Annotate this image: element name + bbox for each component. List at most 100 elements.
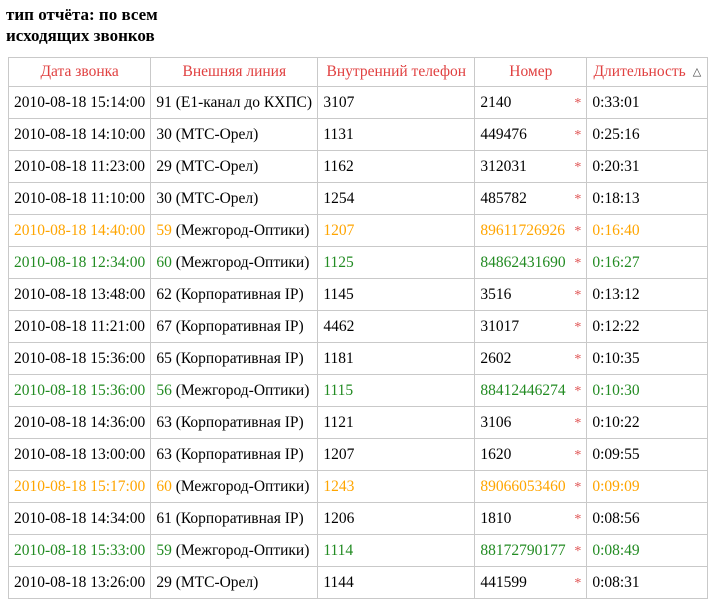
- number-value: 3516: [480, 285, 512, 303]
- number-value: 312031: [480, 157, 527, 175]
- internal-phone-cell: 1207: [317, 214, 476, 247]
- table-row: 2010-08-18 12:34:00 60 (Межгород-Оптики) 1…: [7, 246, 709, 279]
- line-name: (E1-канал до КХПС): [175, 93, 313, 111]
- internal-phone-cell: 1145: [317, 278, 476, 311]
- call-date-cell: 2010-08-18 14:34:00: [7, 502, 152, 535]
- line-name: (МТС-Орел): [175, 157, 259, 175]
- column-header-external-line[interactable]: Внешняя линия: [150, 57, 319, 87]
- table-row: 2010-08-18 14:40:00 59 (Межгород-Оптики) 1…: [7, 214, 709, 247]
- column-header-duration-label: Длительность: [593, 63, 686, 80]
- call-report-table: Дата звонка Внешняя линия Внутренний тел…: [7, 57, 709, 599]
- external-line-cell: 29 (МТС-Орел): [150, 150, 319, 183]
- duration-cell: 0:10:30: [586, 374, 709, 407]
- table-row: 2010-08-18 13:48:00 62 (Корпоративная IP)…: [7, 278, 709, 311]
- call-date-cell: 2010-08-18 13:48:00: [7, 278, 152, 311]
- duration-cell: 0:20:31: [586, 150, 709, 183]
- line-name: (МТС-Орел): [175, 189, 259, 207]
- external-line-cell: 63 (Корпоративная IP): [150, 438, 319, 471]
- number-cell: 441599 *: [474, 566, 588, 599]
- table-header: Дата звонка Внешняя линия Внутренний тел…: [7, 57, 709, 87]
- internal-phone-cell: 1144: [317, 566, 476, 599]
- star-flag-icon: *: [574, 447, 582, 463]
- star-flag-icon: *: [574, 191, 582, 207]
- number-value: 449476: [480, 125, 527, 143]
- sort-ascending-icon[interactable]: △: [692, 66, 702, 78]
- line-number: 60: [156, 253, 172, 271]
- line-name: (Корпоративная IP): [175, 509, 304, 527]
- external-line-cell: 91 (E1-канал до КХПС): [150, 86, 319, 119]
- star-flag-icon: *: [574, 223, 582, 239]
- table-row: 2010-08-18 14:34:00 61 (Корпоративная IP)…: [7, 502, 709, 535]
- number-cell: 89611726926 *: [474, 214, 588, 247]
- column-header-call-date[interactable]: Дата звонка: [7, 57, 152, 87]
- column-header-internal-phone[interactable]: Внутренний телефон: [317, 57, 476, 87]
- table-row: 2010-08-18 15:33:00 59 (Межгород-Оптики) 1…: [7, 534, 709, 567]
- number-value: 84862431690: [480, 253, 566, 271]
- line-number: 29: [156, 573, 172, 591]
- duration-cell: 0:08:56: [586, 502, 709, 535]
- duration-cell: 0:10:22: [586, 406, 709, 439]
- table-row: 2010-08-18 11:23:00 29 (МТС-Орел) 1162 3120…: [7, 150, 709, 183]
- header-row: Дата звонка Внешняя линия Внутренний тел…: [7, 57, 709, 87]
- number-value: 1810: [480, 509, 512, 527]
- external-line-cell: 67 (Корпоративная IP): [150, 310, 319, 343]
- duration-cell: 0:13:12: [586, 278, 709, 311]
- external-line-cell: 62 (Корпоративная IP): [150, 278, 319, 311]
- number-cell: 2602 *: [474, 342, 588, 375]
- star-flag-icon: *: [574, 159, 582, 175]
- call-date-cell: 2010-08-18 11:10:00: [7, 182, 152, 215]
- table-row: 2010-08-18 15:36:00 56 (Межгород-Оптики) 1…: [7, 374, 709, 407]
- table-row: 2010-08-18 14:10:00 30 (МТС-Орел) 1131 4494…: [7, 118, 709, 151]
- star-flag-icon: *: [574, 95, 582, 111]
- star-flag-icon: *: [574, 287, 582, 303]
- number-cell: 1810 *: [474, 502, 588, 535]
- line-number: 65: [156, 349, 172, 367]
- table-row: 2010-08-18 15:36:00 65 (Корпоративная IP)…: [7, 342, 709, 375]
- external-line-cell: 56 (Межгород-Оптики): [150, 374, 319, 407]
- call-date-cell: 2010-08-18 15:33:00: [7, 534, 152, 567]
- number-cell: 1620 *: [474, 438, 588, 471]
- line-number: 30: [156, 125, 172, 143]
- call-date-cell: 2010-08-18 15:36:00: [7, 342, 152, 375]
- line-name: (МТС-Орел): [175, 125, 259, 143]
- call-date-cell: 2010-08-18 11:21:00: [7, 310, 152, 343]
- duration-cell: 0:08:49: [586, 534, 709, 567]
- call-date-cell: 2010-08-18 14:40:00: [7, 214, 152, 247]
- table-body: 2010-08-18 15:14:00 91 (E1-канал до КХПС)…: [7, 86, 709, 599]
- line-number: 59: [156, 221, 172, 239]
- table-row: 2010-08-18 15:14:00 91 (E1-канал до КХПС)…: [7, 86, 709, 119]
- call-date-cell: 2010-08-18 11:23:00: [7, 150, 152, 183]
- number-cell: 88172790177 *: [474, 534, 588, 567]
- number-value: 2140: [480, 93, 512, 111]
- table-row: 2010-08-18 11:21:00 67 (Корпоративная IP)…: [7, 310, 709, 343]
- star-flag-icon: *: [574, 127, 582, 143]
- internal-phone-cell: 1207: [317, 438, 476, 471]
- internal-phone-cell: 1121: [317, 406, 476, 439]
- page-title: тип отчёта: по всем исходящих звонков: [6, 5, 158, 45]
- column-header-number[interactable]: Номер: [474, 57, 588, 87]
- call-date-cell: 2010-08-18 13:26:00: [7, 566, 152, 599]
- star-flag-icon: *: [574, 351, 582, 367]
- external-line-cell: 29 (МТС-Орел): [150, 566, 319, 599]
- number-value: 88172790177: [480, 541, 566, 559]
- line-number: 56: [156, 381, 172, 399]
- column-header-duration[interactable]: Длительность △: [586, 57, 709, 87]
- line-number: 63: [156, 445, 172, 463]
- number-cell: 3516 *: [474, 278, 588, 311]
- star-flag-icon: *: [574, 415, 582, 431]
- number-cell: 31017 *: [474, 310, 588, 343]
- call-date-cell: 2010-08-18 13:00:00: [7, 438, 152, 471]
- table-row: 2010-08-18 11:10:00 30 (МТС-Орел) 1254 4857…: [7, 182, 709, 215]
- star-flag-icon: *: [574, 575, 582, 591]
- star-flag-icon: *: [574, 319, 582, 335]
- internal-phone-cell: 1206: [317, 502, 476, 535]
- line-name: (Корпоративная IP): [175, 317, 304, 335]
- line-number: 29: [156, 157, 172, 175]
- line-name: (Межгород-Оптики): [175, 541, 310, 559]
- internal-phone-cell: 1115: [317, 374, 476, 407]
- number-cell: 312031 *: [474, 150, 588, 183]
- number-value: 485782: [480, 189, 527, 207]
- external-line-cell: 65 (Корпоративная IP): [150, 342, 319, 375]
- internal-phone-cell: 1243: [317, 470, 476, 503]
- number-value: 2602: [480, 349, 512, 367]
